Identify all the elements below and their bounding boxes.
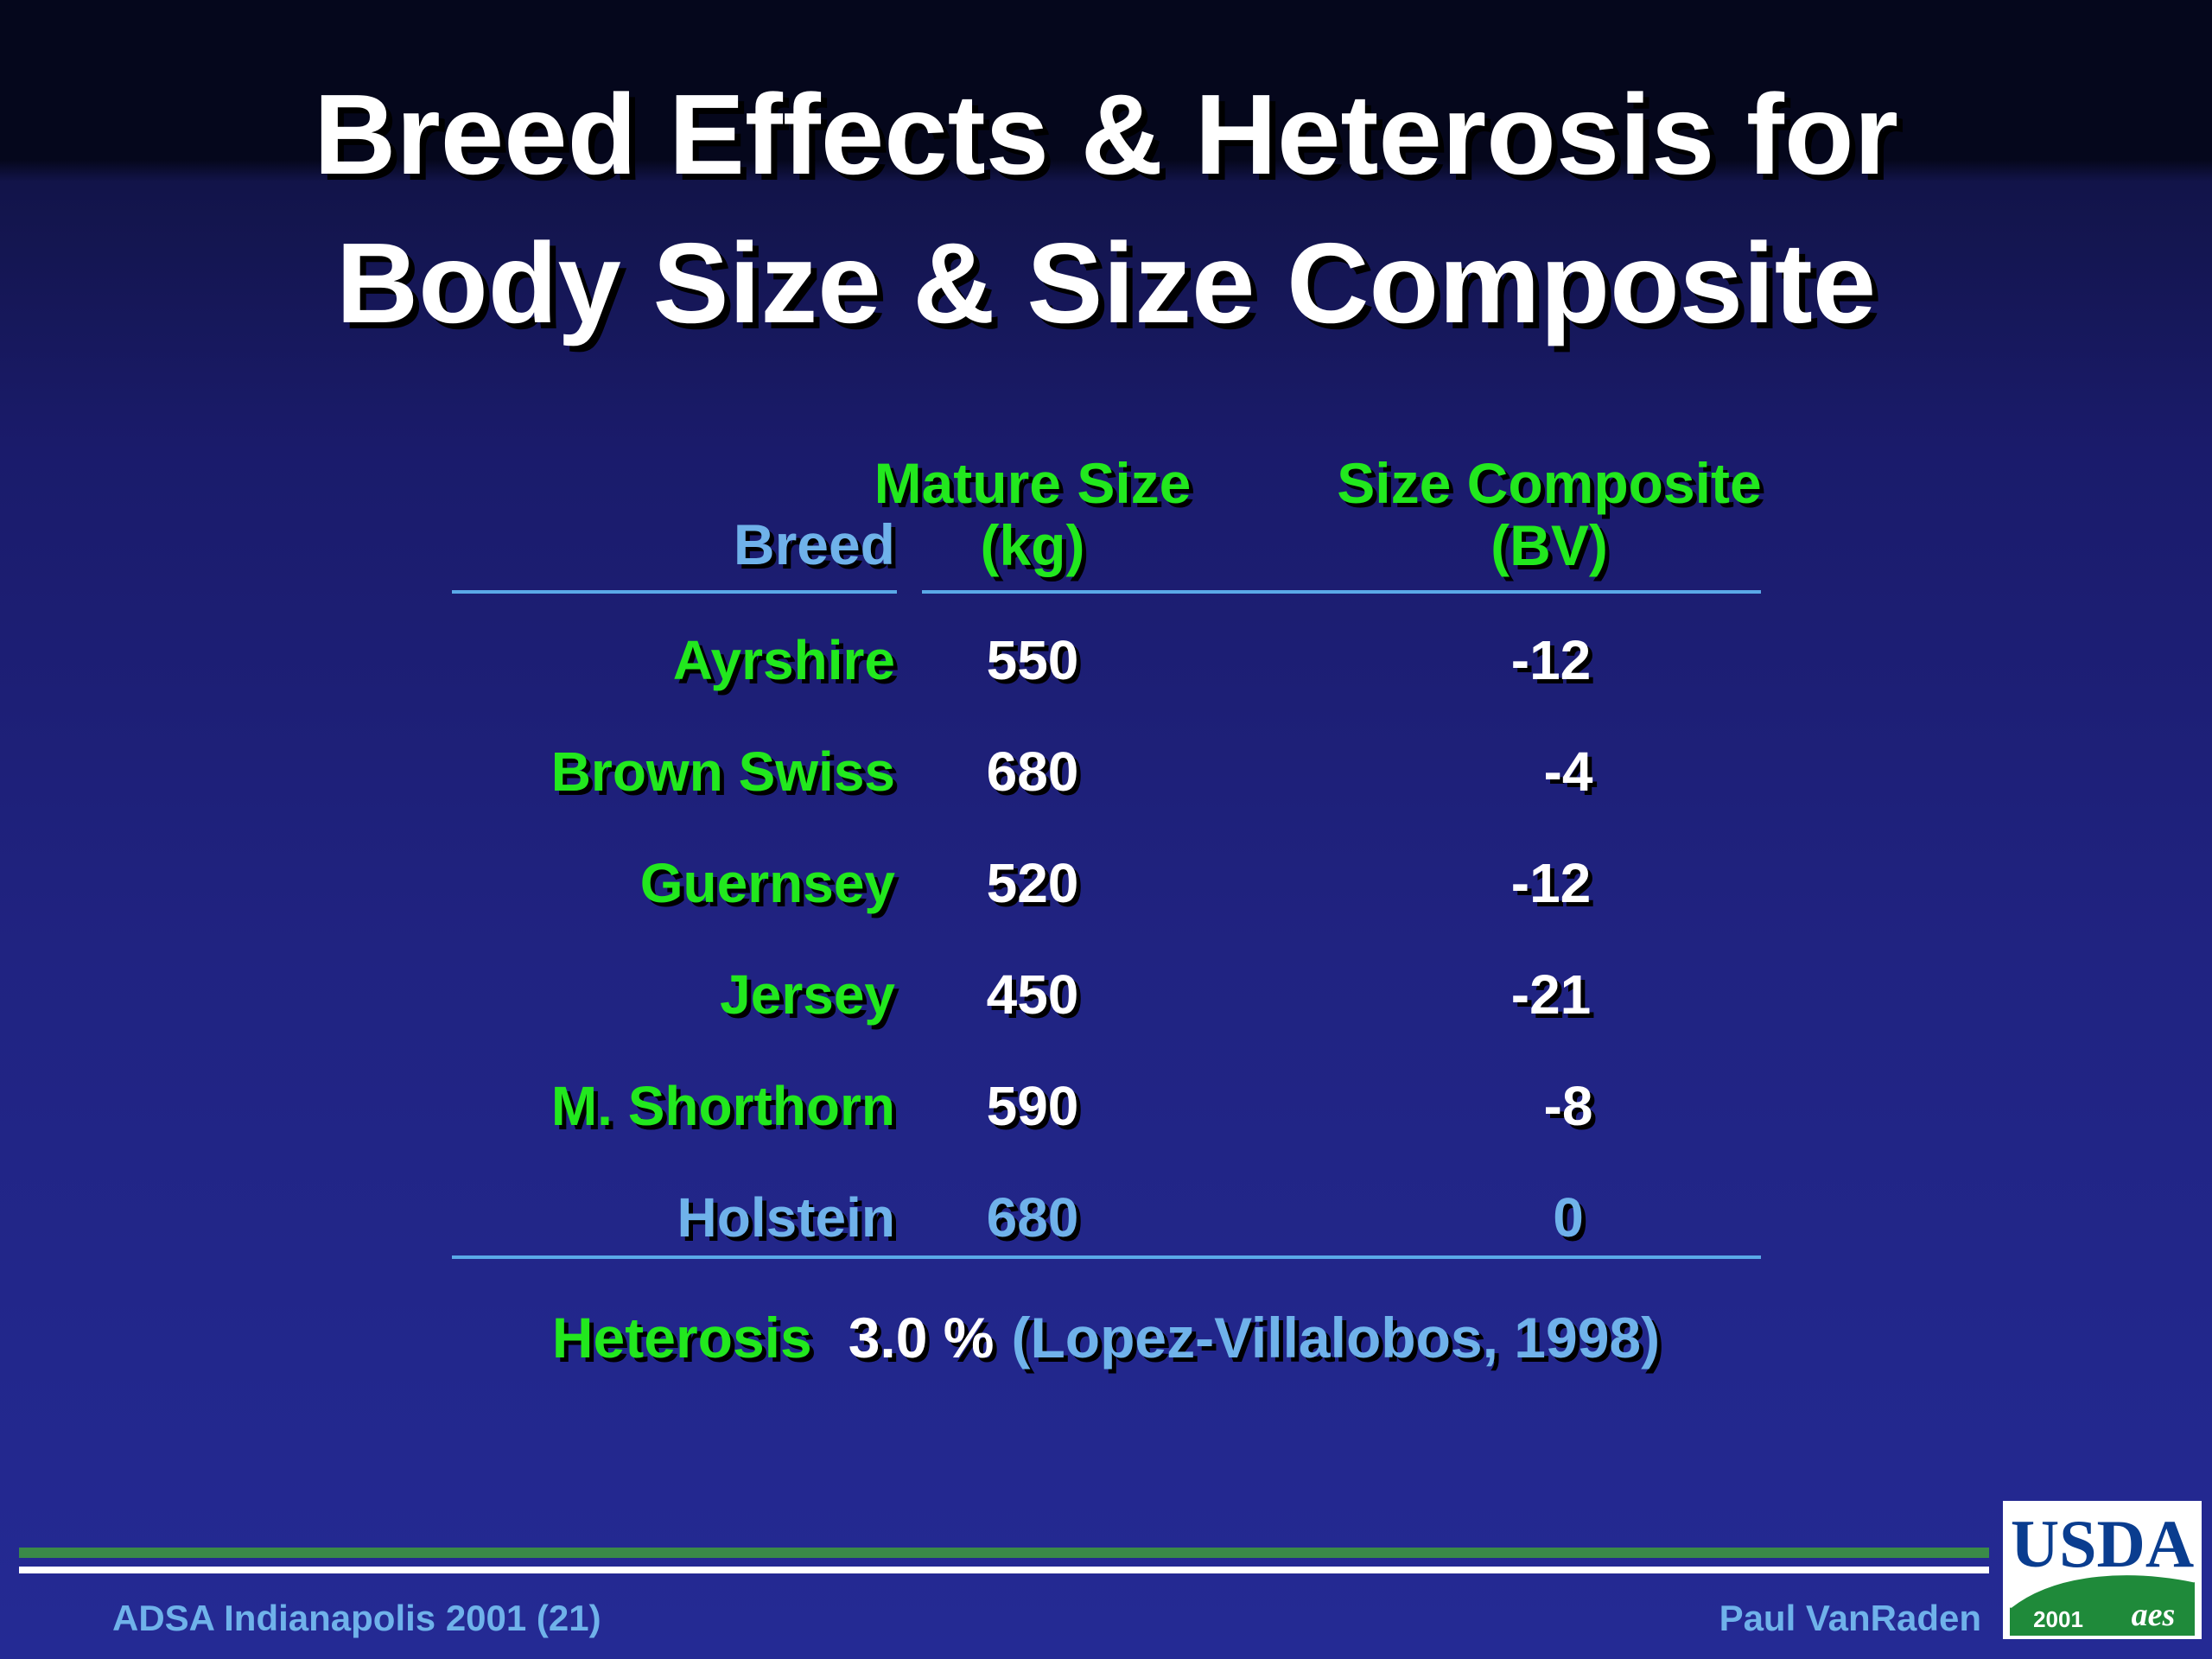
usda-logo: USDA 2001 aes: [2003, 1501, 2202, 1639]
mature-size-holstein: 680: [986, 1186, 1079, 1249]
breed-ayrshire: Ayrshire: [672, 629, 895, 691]
mature-size-ayrshire: 550: [986, 629, 1079, 691]
heterosis-citation: (Lopez-Villalobos, 1998): [1011, 1306, 1661, 1370]
table-bottom-rule: [452, 1255, 1761, 1259]
usda-landscape-shape: [2010, 1572, 2195, 1636]
breed-m-shorthorn: M. Shorthorn: [550, 1075, 895, 1137]
footer-green-rule: [19, 1548, 1989, 1558]
aes-mark: aes: [2132, 1597, 2176, 1633]
mature-size-unit: (kg): [980, 513, 1085, 577]
size-composite-header: Size Composite: [1337, 451, 1762, 515]
size-composite-holstein: 0: [1553, 1186, 1584, 1249]
footer-author: Paul VanRaden: [1719, 1598, 1981, 1638]
header-rule-left: [452, 590, 897, 594]
mature-size-header: Mature Size: [874, 451, 1192, 515]
size-composite-brown-swiss: -4: [1543, 741, 1593, 803]
breed-guernsey: Guernsey: [639, 852, 895, 914]
logo-year: 2001: [2033, 1606, 2083, 1632]
title-line-1: Breed Effects & Heterosis for: [314, 71, 1898, 198]
heterosis-label: Heterosis: [551, 1306, 812, 1370]
header-rule-right: [922, 590, 1761, 594]
size-composite-jersey: -21: [1510, 963, 1592, 1026]
heterosis-line: Heterosis 3.0 % (Lopez-Villalobos, 1998): [0, 1306, 2212, 1369]
title-line-2: Body Size & Size Composite: [335, 219, 1877, 346]
breed-brown-swiss: Brown Swiss: [550, 741, 895, 803]
breed-column-header: Breed: [733, 512, 895, 576]
usda-logo-graphic: USDA 2001 aes: [2006, 1504, 2198, 1636]
breed-holstein: Holstein: [677, 1186, 895, 1249]
size-composite-m-shorthorn: -8: [1543, 1075, 1593, 1137]
mature-size-m-shorthorn: 590: [986, 1075, 1079, 1137]
heterosis-value: 3.0 %: [848, 1306, 995, 1370]
usda-wordmark: USDA: [2011, 1506, 2194, 1581]
footer-white-rule: [19, 1567, 1989, 1573]
mature-size-guernsey: 520: [986, 852, 1079, 914]
mature-size-brown-swiss: 680: [986, 741, 1079, 803]
size-composite-guernsey: -12: [1510, 852, 1592, 914]
breed-jersey: Jersey: [720, 963, 895, 1026]
size-composite-ayrshire: -12: [1510, 629, 1592, 691]
slide-title: Breed Effects & Heterosis for Body Size …: [0, 60, 2212, 358]
size-composite-unit: (BV): [1491, 513, 1608, 577]
footer-presentation-info: ADSA Indianapolis 2001 (21): [112, 1598, 601, 1638]
mature-size-jersey: 450: [986, 963, 1079, 1026]
